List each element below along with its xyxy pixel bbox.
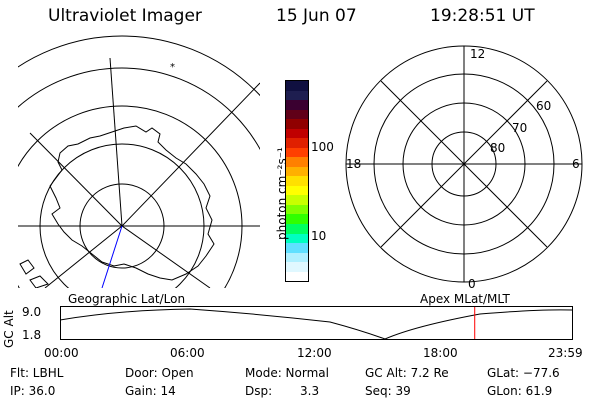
colorbar-tick-10: 10: [311, 229, 327, 243]
left-map-caption: Geographic Lat/Lon: [68, 292, 186, 306]
timeline-frame: [60, 306, 573, 340]
mlat-label-60: 60: [536, 99, 551, 113]
geographic-map: *: [18, 35, 260, 288]
glat-readout: GLat: −77.6: [487, 366, 560, 380]
lat-circle: [18, 35, 260, 97]
station-marker: *: [170, 62, 175, 73]
time-tick-0600: 06:00: [170, 346, 205, 360]
door-readout: Door: Open: [125, 366, 194, 380]
instrument-title: Ultraviolet Imager: [48, 6, 202, 26]
colorbar-swatch: [286, 147, 308, 158]
glon-readout: GLon: 61.9: [487, 384, 553, 398]
mode-readout: Mode: Normal: [245, 366, 329, 380]
mlt-line: [380, 80, 548, 248]
sun-direction-line: [101, 225, 123, 288]
filter-readout: Flt: LBHL: [10, 366, 64, 380]
altitude-timeline: [60, 306, 573, 340]
mlat-mlt-grid: 12 18 6 0 60 70 80: [345, 45, 583, 289]
time-tick-1800: 18:00: [423, 346, 458, 360]
colorbar-swatch: [286, 243, 308, 253]
time-tick-1200: 12:00: [297, 346, 332, 360]
colorbar-swatch: [286, 271, 308, 282]
time-label: 19:28:51 UT: [430, 6, 535, 26]
meridian-line: [109, 57, 123, 227]
time-tick-0000: 00:00: [44, 346, 79, 360]
colorbar-swatch: [286, 252, 308, 263]
colorbar-swatch: [286, 214, 308, 224]
time-tick-2359: 23:59: [548, 346, 583, 360]
meridian-line: [121, 82, 260, 227]
meridian-line: [121, 225, 211, 288]
date-label: 15 Jun 07: [276, 6, 357, 26]
seq-readout: Seq: 39: [365, 384, 411, 398]
colorbar-unit-label: photon cm⁻²s⁻¹: [275, 147, 289, 240]
dsp-value: 3.3: [300, 384, 320, 398]
colorbar-swatch: [286, 157, 308, 167]
gc-alt-readout: GC Alt: 7.2 Re: [365, 366, 449, 380]
colorbar-swatch: [286, 204, 308, 215]
dsp-label: Dsp:: [245, 384, 273, 398]
lat-circle: [18, 67, 260, 151]
ip-readout: IP: 36.0: [10, 384, 56, 398]
lat-circle: [18, 105, 243, 288]
gain-readout: Gain: 14: [125, 384, 176, 398]
colorbar-swatch: [286, 166, 308, 177]
meridian-line: [29, 132, 123, 227]
colorbar-swatch: [286, 176, 308, 186]
colorbar-swatch: [286, 185, 308, 196]
colorbar-swatch: [286, 100, 308, 110]
colorbar-swatch: [286, 233, 308, 244]
colorbar-swatch: [286, 223, 308, 234]
island-outline: [29, 275, 49, 288]
mlat-label-80: 80: [490, 141, 505, 155]
right-map-caption: Apex MLat/MLT: [420, 292, 510, 306]
mlt-label-12: 12: [470, 47, 485, 61]
colorbar-swatch: [286, 262, 308, 272]
altitude-tick-top: 9.0: [22, 305, 42, 319]
colorbar-swatch: [286, 81, 308, 91]
mlt-label-18: 18: [346, 157, 361, 171]
altitude-axis-label: GC Alt: [2, 310, 16, 348]
colorbar-swatch: [286, 90, 308, 101]
altitude-tick-bottom: 1.8: [22, 328, 42, 342]
colorbar-swatch: [286, 138, 308, 148]
colorbar-swatch: [286, 119, 308, 129]
island-outline: [19, 259, 35, 275]
mlt-label-6: 6: [572, 157, 580, 171]
mlat-label-70: 70: [512, 121, 527, 135]
colorbar-tick-100: 100: [311, 140, 334, 154]
colorbar-swatch: [286, 195, 308, 205]
colorbar: [285, 80, 309, 282]
altitude-curve: [60, 308, 573, 340]
colorbar-swatch: [286, 128, 308, 139]
antarctica-coastline: [49, 125, 215, 281]
meridian-line: [44, 225, 123, 288]
colorbar-swatch: [286, 109, 308, 120]
mlt-label-0: 0: [468, 277, 476, 289]
